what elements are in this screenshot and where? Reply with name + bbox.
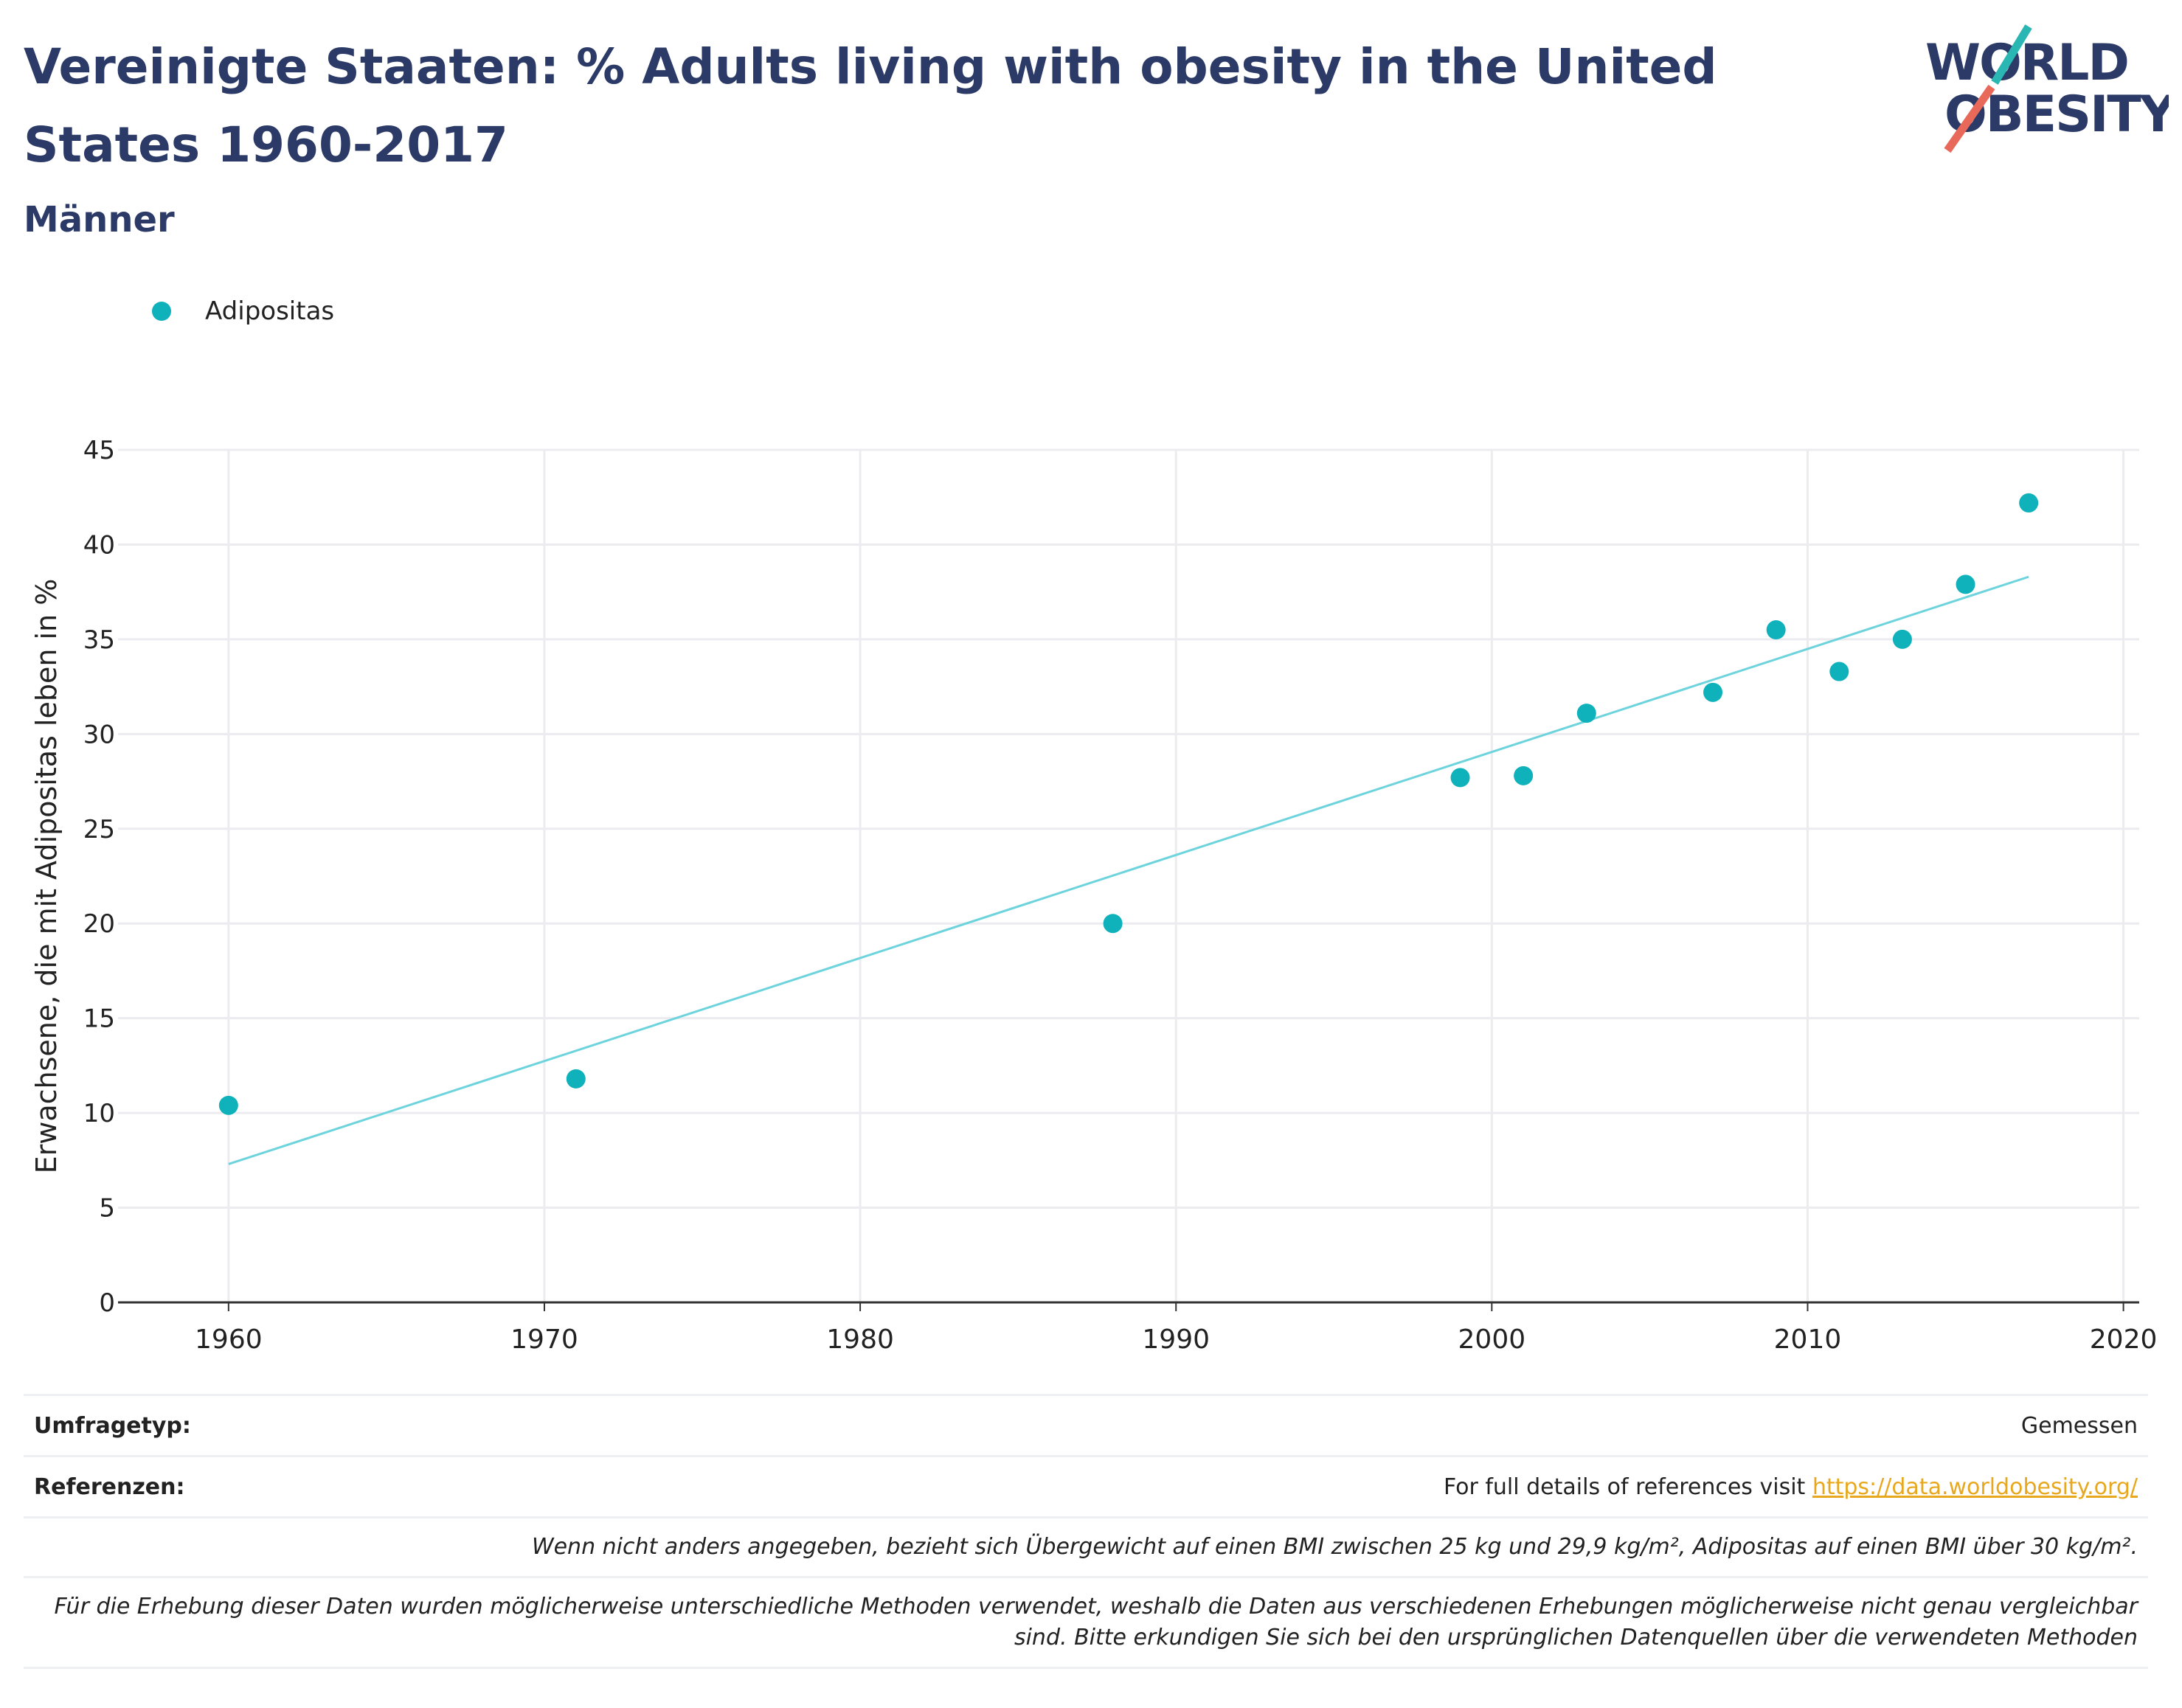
x-tick-label: 1990 <box>1142 1325 1210 1355</box>
data-point <box>1103 914 1123 934</box>
logo-slash-teal <box>1991 24 2032 85</box>
survey-type-label: Umfragetyp: <box>34 1412 191 1439</box>
methods-disclaimer-note: Für die Erhebung dieser Daten wurden mög… <box>24 1576 2148 1669</box>
y-tick-label: 15 <box>83 1004 115 1034</box>
bmi-definition-note: Wenn nicht anders angegeben, bezieht sic… <box>24 1516 2148 1576</box>
world-obesity-logo: WORLD OBESITY <box>1925 24 2169 153</box>
chart-title: Vereinigte Staaten: % Adults living with… <box>24 38 1717 173</box>
logo-text-world: WORLD <box>1925 34 2128 92</box>
y-axis-title: Erwachsene, die mit Adipositas leben in … <box>30 579 63 1174</box>
data-point <box>1766 620 1786 640</box>
y-tick-label: 40 <box>83 530 115 560</box>
references-label: Referenzen: <box>34 1473 185 1500</box>
data-point <box>1892 629 1912 649</box>
data-point <box>2019 493 2039 513</box>
y-tick-label: 35 <box>83 625 115 655</box>
references-value: For full details of references visit htt… <box>1444 1474 2138 1500</box>
survey-type-value: Gemessen <box>2020 1412 2138 1439</box>
references-text: For full details of references visit <box>1443 1473 1806 1500</box>
y-tick-label: 30 <box>83 720 115 749</box>
x-tick-label: 2010 <box>1774 1325 1842 1355</box>
y-tick-label: 10 <box>83 1099 115 1128</box>
scatter-chart: 0 5 10 15 20 25 30 35 40 45 1960 1970 1980 1990 2000 20… <box>30 436 2158 1355</box>
x-tick-label: 1960 <box>195 1325 263 1355</box>
data-point <box>566 1069 586 1089</box>
legend-marker <box>152 302 171 321</box>
references-row: Referenzen: For full details of referenc… <box>24 1455 2148 1516</box>
trend-line <box>228 575 2029 1165</box>
x-tick-label: 1980 <box>826 1325 894 1355</box>
data-point <box>1450 768 1470 788</box>
x-tick-label: 1970 <box>510 1325 578 1355</box>
y-tick-label: 0 <box>99 1288 115 1318</box>
logo-slash-red <box>1944 84 1995 153</box>
data-point <box>218 1095 238 1115</box>
legend-label: Adipositas <box>205 296 335 326</box>
chart-subtitle: Männer <box>24 199 175 240</box>
data-point <box>1576 704 1596 723</box>
references-link[interactable]: https://data.worldobesity.org/ <box>1812 1473 2138 1500</box>
logo-text-obesity: OBESITY <box>1944 86 2169 144</box>
data-point <box>1514 766 1534 785</box>
x-tick-label: 2020 <box>2090 1325 2158 1355</box>
survey-type-row: Umfragetyp: Gemessen <box>24 1394 2148 1455</box>
data-point <box>1829 662 1849 681</box>
y-tick-label: 20 <box>83 909 115 939</box>
y-tick-label: 25 <box>83 815 115 844</box>
data-point <box>1703 682 1723 702</box>
y-tick-label: 45 <box>83 436 115 465</box>
data-point <box>1956 574 1975 594</box>
chart-legend: Adipositas <box>152 296 334 326</box>
x-tick-label: 2000 <box>1458 1325 1526 1355</box>
chart-footer: Umfragetyp: Gemessen Referenzen: For ful… <box>24 1394 2148 1669</box>
y-tick-label: 5 <box>99 1194 115 1223</box>
